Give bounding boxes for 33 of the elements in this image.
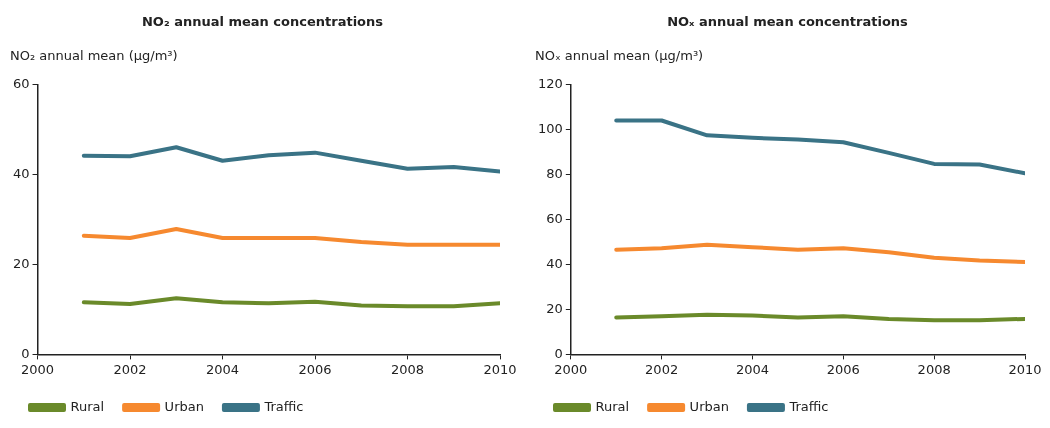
x-tick-label: 2000 <box>554 361 588 377</box>
y-tick-label: 80 <box>546 166 563 182</box>
x-tick-label: 2006 <box>826 361 860 377</box>
y-tick-label: 60 <box>546 210 563 226</box>
legend-label: Rural <box>595 398 630 414</box>
chart-title: NOₓ annual mean concentrations <box>666 14 909 31</box>
y-tick-label: 120 <box>537 76 563 92</box>
y-tick-label: 40 <box>13 166 30 182</box>
y-axis-title: NOₓ annual mean (µg/m³) <box>535 48 705 65</box>
x-tick-label: 2010 <box>1008 361 1042 377</box>
x-tick-label: 2002 <box>645 361 679 377</box>
y-tick-label: 0 <box>554 345 563 361</box>
x-tick-label: 2004 <box>735 361 770 377</box>
legend-label: Traffic <box>263 398 304 414</box>
y-axis-title: NO₂ annual mean (µg/m³) <box>10 48 179 65</box>
legend-label: Urban <box>164 398 204 414</box>
x-tick-label: 2004 <box>205 361 240 377</box>
legend-label: Traffic <box>788 398 829 414</box>
x-tick-label: 2000 <box>21 361 55 377</box>
x-tick-label: 2008 <box>917 361 951 377</box>
x-tick-label: 2010 <box>483 361 517 377</box>
y-tick-label: 40 <box>546 255 563 271</box>
y-tick-label: 20 <box>546 300 563 316</box>
legend-label: Rural <box>70 398 105 414</box>
y-tick-label: 100 <box>537 121 563 137</box>
x-tick-label: 2002 <box>113 361 147 377</box>
chart-title: NO₂ annual mean concentrations <box>141 14 384 31</box>
y-tick-label: 0 <box>21 345 30 361</box>
y-tick-label: 60 <box>13 76 30 92</box>
y-tick-label: 20 <box>13 255 30 271</box>
legend-label: Urban <box>689 398 729 414</box>
x-tick-label: 2008 <box>390 361 425 377</box>
x-tick-label: 2006 <box>298 361 332 377</box>
